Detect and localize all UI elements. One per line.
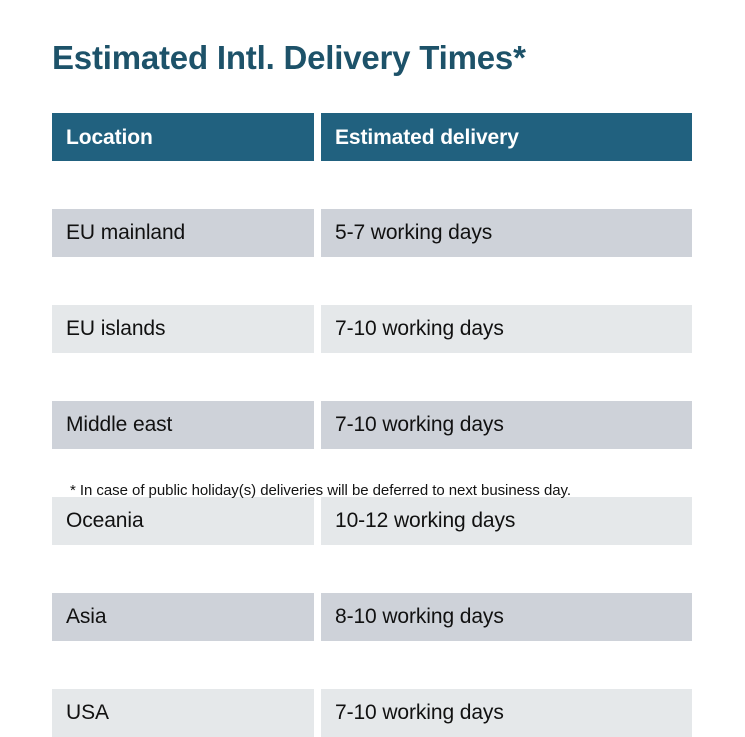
- delivery-times-table: Location Estimated delivery EU mainland …: [52, 113, 692, 737]
- table-header-row: Location Estimated delivery: [52, 113, 692, 161]
- cell-location: Oceania: [52, 497, 314, 545]
- cell-delivery: 7-10 working days: [321, 401, 692, 449]
- row-spacer: [52, 161, 692, 209]
- cell-location: EU mainland: [52, 209, 314, 257]
- column-divider: [314, 305, 321, 353]
- cell-delivery: 5-7 working days: [321, 209, 692, 257]
- row-spacer: [52, 545, 692, 593]
- table-row: EU mainland 5-7 working days: [52, 209, 692, 257]
- table-row: Asia 8-10 working days: [52, 593, 692, 641]
- cell-location: USA: [52, 689, 314, 737]
- column-header-estimated-delivery: Estimated delivery: [321, 113, 692, 161]
- row-spacer: [52, 449, 692, 497]
- cell-delivery: 7-10 working days: [321, 689, 692, 737]
- cell-location: EU islands: [52, 305, 314, 353]
- page-title: Estimated Intl. Delivery Times*: [52, 39, 526, 76]
- cell-delivery: 8-10 working days: [321, 593, 692, 641]
- column-divider: [314, 593, 321, 641]
- row-spacer: [52, 641, 692, 689]
- column-divider: [314, 497, 321, 545]
- cell-delivery: 7-10 working days: [321, 305, 692, 353]
- table-row: EU islands 7-10 working days: [52, 305, 692, 353]
- cell-location: Middle east: [52, 401, 314, 449]
- table-row: USA 7-10 working days: [52, 689, 692, 737]
- cell-location: Asia: [52, 593, 314, 641]
- column-divider: [314, 401, 321, 449]
- table-row: Middle east 7-10 working days: [52, 401, 692, 449]
- table-body: EU mainland 5-7 working days EU islands …: [52, 161, 692, 737]
- footnote-text: * In case of public holiday(s) deliverie…: [70, 482, 571, 499]
- table-row: Oceania 10-12 working days: [52, 497, 692, 545]
- delivery-times-page: Estimated Intl. Delivery Times* Location…: [52, 39, 692, 737]
- column-divider: [314, 689, 321, 737]
- column-divider: [314, 209, 321, 257]
- column-header-location: Location: [52, 113, 314, 161]
- column-divider: [314, 113, 321, 161]
- row-spacer: [52, 257, 692, 305]
- row-spacer: [52, 353, 692, 401]
- cell-delivery: 10-12 working days: [321, 497, 692, 545]
